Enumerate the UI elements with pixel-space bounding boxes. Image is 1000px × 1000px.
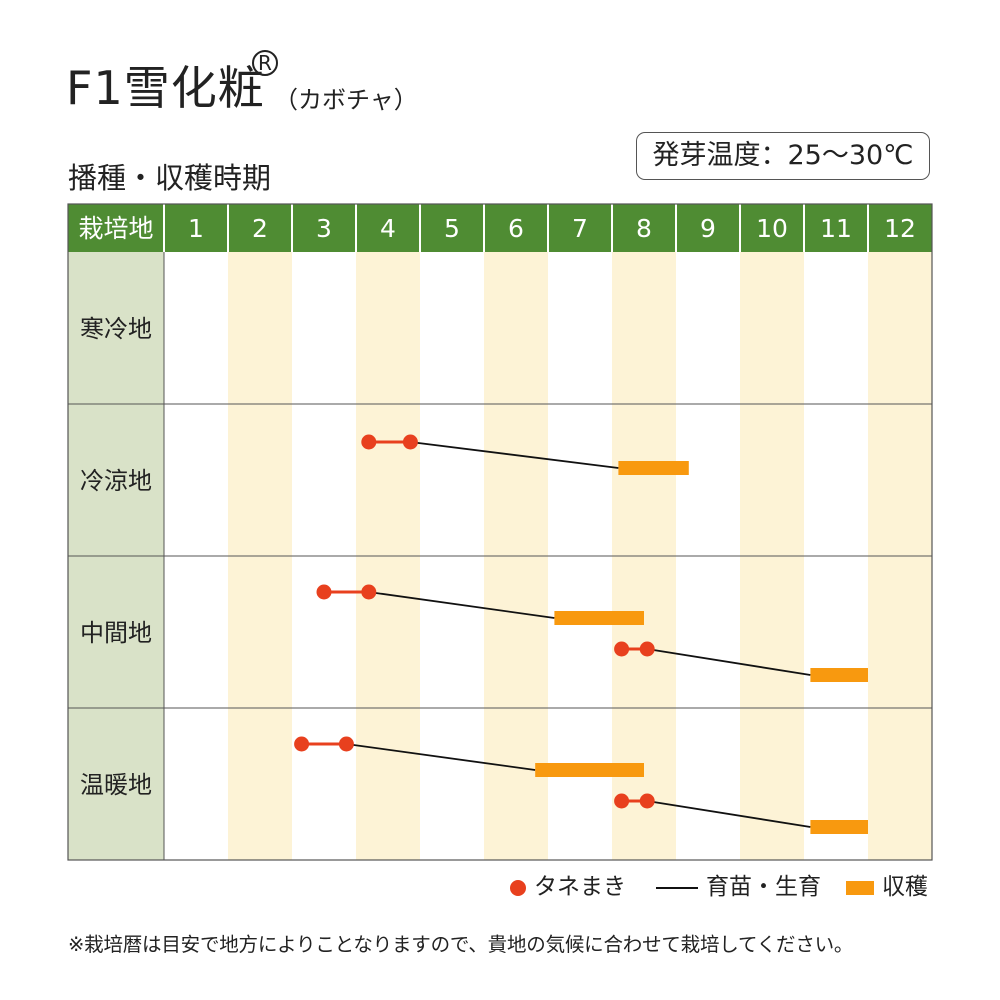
month-label-7: 7: [572, 214, 588, 243]
product-category: （カボチャ）: [274, 86, 418, 114]
month-label-9: 9: [700, 214, 716, 243]
month-label-4: 4: [380, 214, 396, 243]
harvest-bar: [810, 820, 868, 834]
region-label-0: 寒冷地: [80, 315, 152, 343]
harvest-bar-icon: [846, 880, 874, 895]
month-label-8: 8: [636, 214, 652, 243]
sowing-dot-icon: [510, 879, 526, 896]
month-label-12: 12: [884, 214, 916, 243]
footnote: ※栽培暦は目安で地方によりことなりますので、貴地の気候に合わせて栽培してください…: [68, 933, 854, 956]
month-label-10: 10: [756, 214, 788, 243]
sowing-dot: [361, 434, 377, 450]
sowing-dot: [614, 793, 630, 809]
month-label-11: 11: [820, 214, 852, 243]
sowing-dot: [402, 434, 418, 450]
legend-harvest-label: 収穫: [882, 874, 928, 900]
growing-line-icon: [656, 886, 698, 889]
growing-line: [647, 648, 811, 676]
legend-growing: 育苗・生育: [656, 872, 821, 902]
sowing-dot: [614, 641, 630, 657]
page-title: F1雪化粧 R （カボチャ）: [66, 50, 418, 118]
sowing-dot: [639, 793, 655, 809]
harvest-bar: [810, 668, 868, 682]
section-title: 播種・収穫時期: [68, 161, 272, 195]
sowing-dot: [316, 584, 332, 600]
month-label-5: 5: [444, 214, 460, 243]
legend-sowing-label: タネまき: [534, 874, 626, 900]
legend-harvest: 収穫: [846, 872, 928, 902]
product-name: F1雪化粧: [66, 61, 265, 115]
growing-line: [346, 743, 536, 771]
header-row: [68, 204, 932, 252]
month-label-2: 2: [252, 214, 268, 243]
growing-line: [647, 800, 811, 828]
harvest-bar: [554, 611, 644, 625]
harvest-bar: [535, 763, 644, 777]
header-label: 栽培地: [78, 214, 153, 243]
month-label-3: 3: [316, 214, 332, 243]
region-label-1: 冷涼地: [80, 467, 152, 495]
sowing-dot: [361, 584, 377, 600]
legend-growing-label: 育苗・生育: [706, 874, 821, 900]
region-label-3: 温暖地: [80, 771, 152, 799]
sowing-dot: [294, 736, 310, 752]
germination-temperature-badge: 発芽温度：25〜30℃: [636, 132, 930, 180]
harvest-bar: [618, 461, 689, 475]
month-label-6: 6: [508, 214, 524, 243]
registered-mark-icon: R: [252, 50, 278, 76]
month-label-1: 1: [188, 214, 204, 243]
sowing-dot: [338, 736, 354, 752]
table-border: [67, 203, 933, 861]
region-label-2: 中間地: [80, 619, 152, 647]
legend-sowing: タネまき: [510, 872, 626, 902]
growing-line: [410, 441, 619, 469]
growing-line: [368, 591, 555, 619]
sowing-dot: [639, 641, 655, 657]
